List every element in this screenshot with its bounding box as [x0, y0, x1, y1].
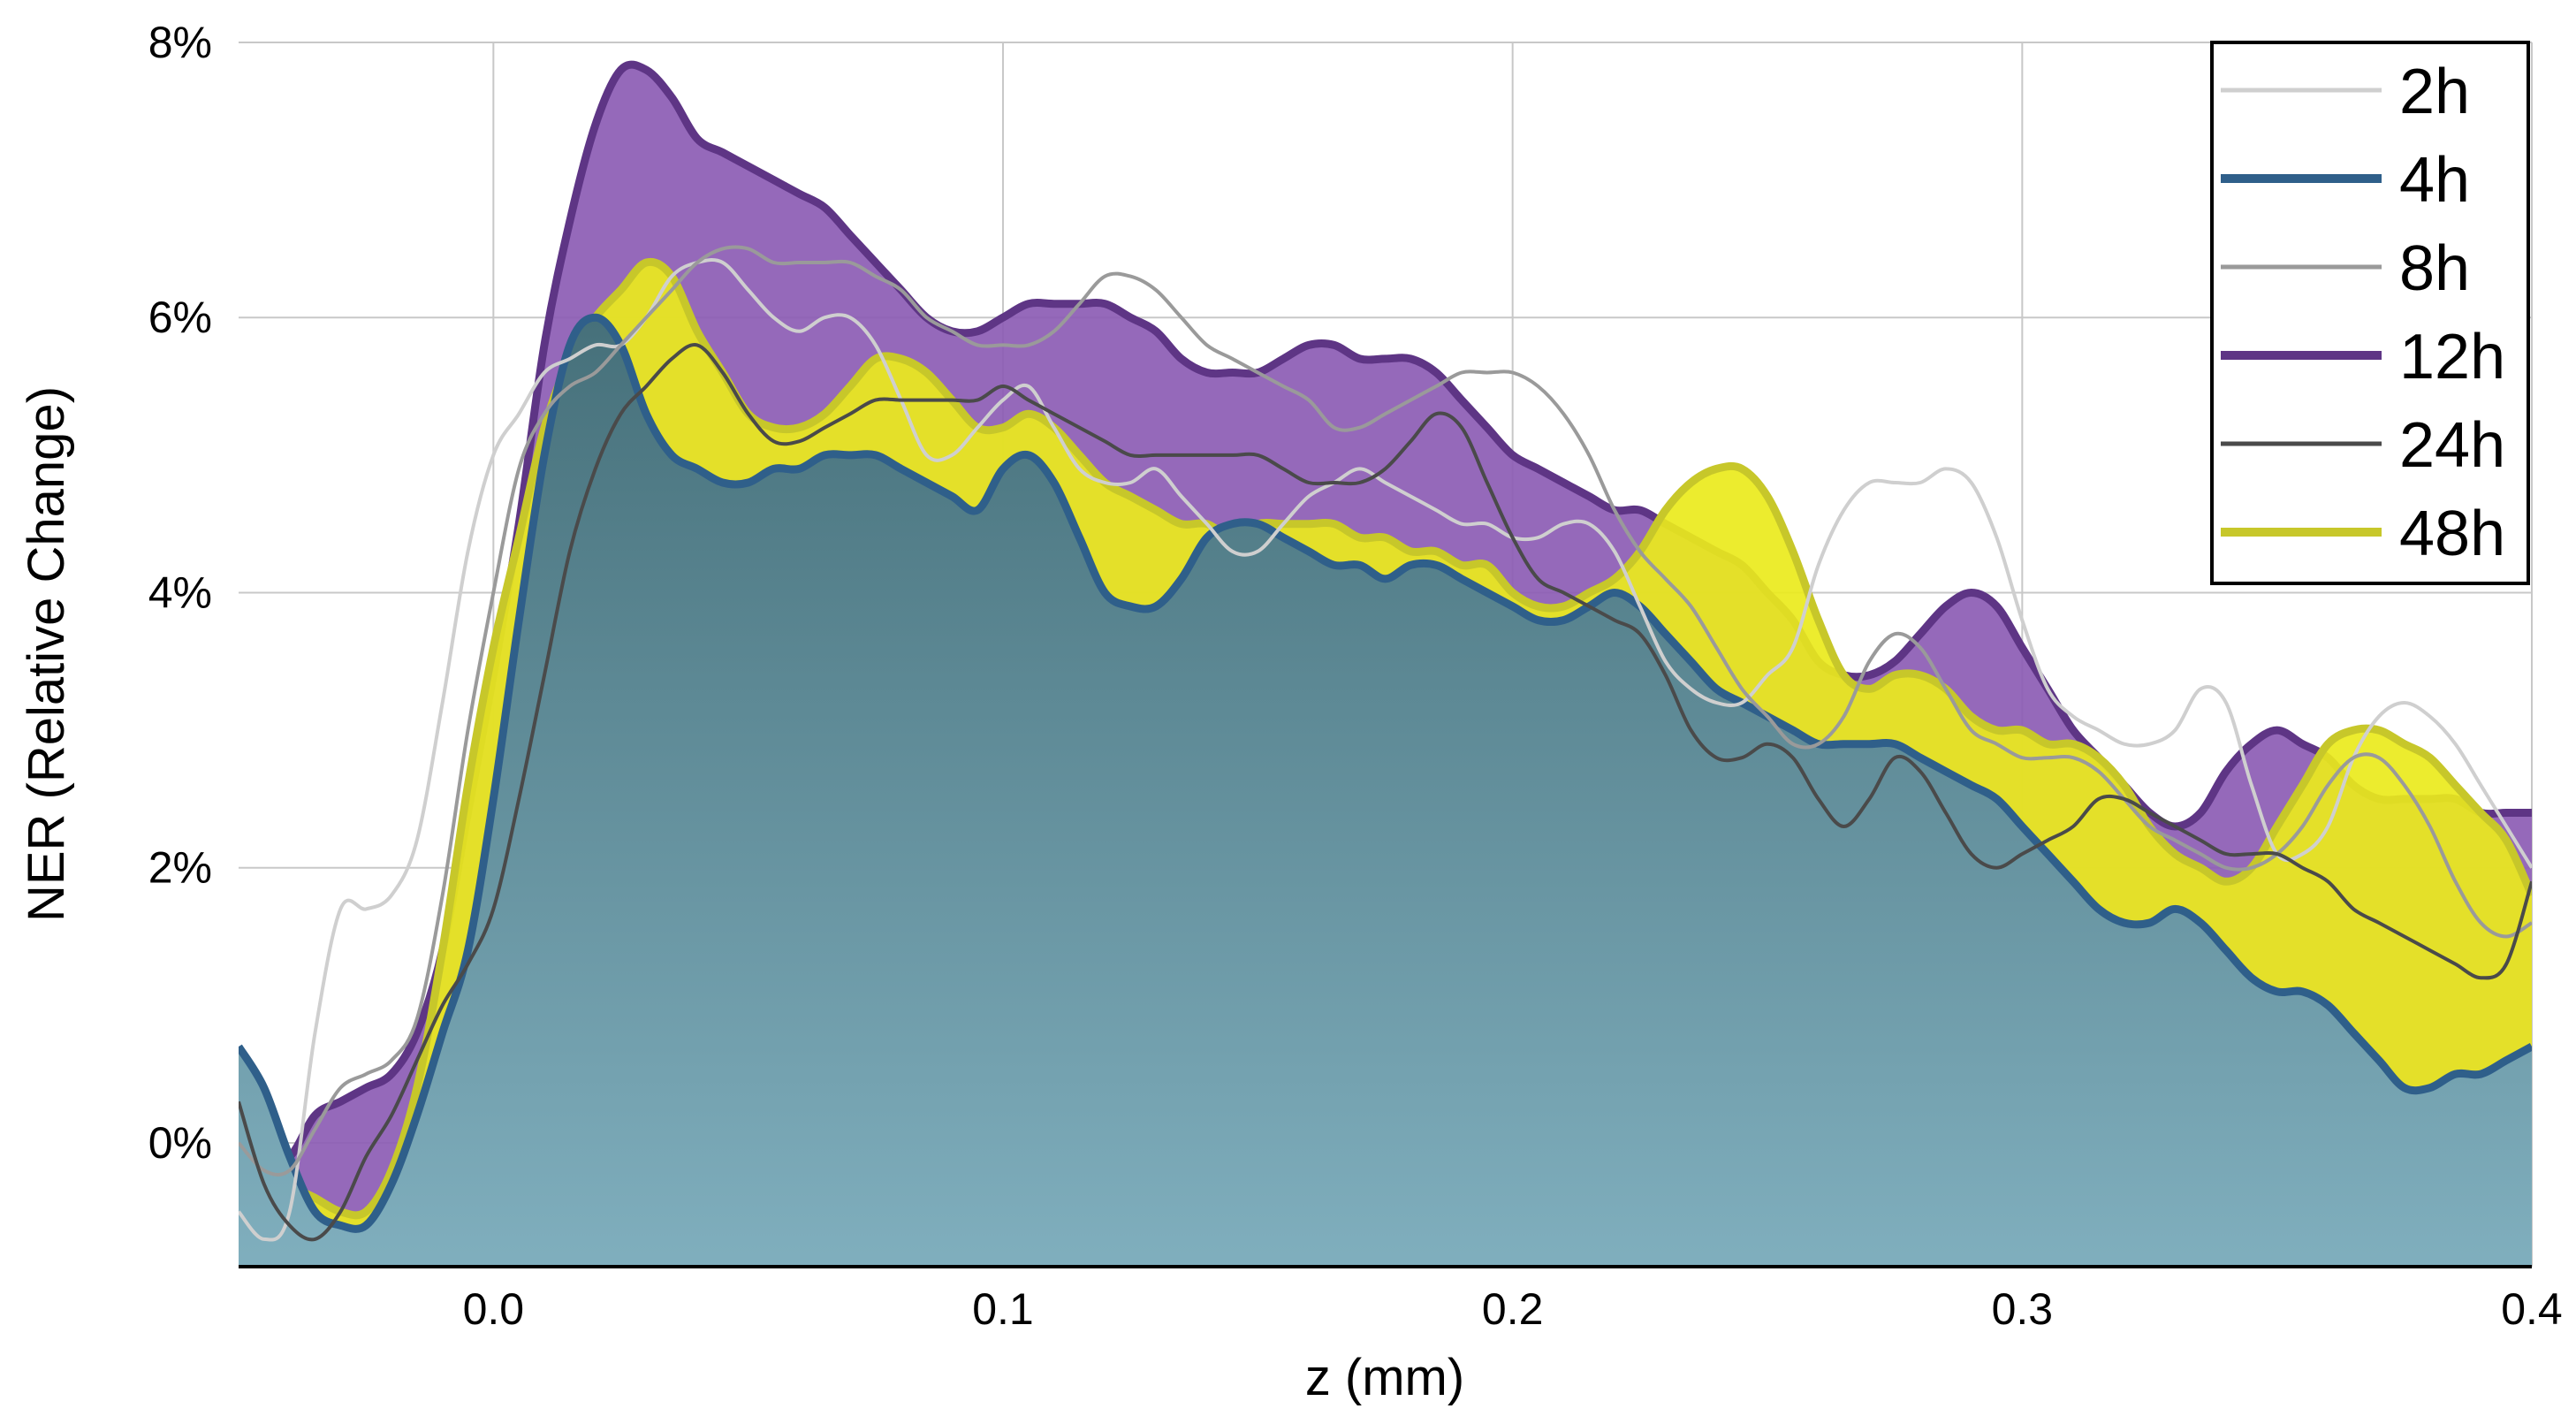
area-outline-4h [239, 313, 2532, 1233]
x-tick-label: 0.0 [463, 1284, 525, 1334]
legend-label-8h: 8h [2399, 233, 2470, 304]
y-axis-title: NER (Relative Change) [18, 386, 75, 922]
legend-label-48h: 48h [2399, 499, 2505, 569]
legend-box [2210, 41, 2530, 585]
y-tick-labels: 0% 2% 4% 6% 8% [148, 18, 212, 1168]
series-line-2h [239, 258, 2532, 1242]
y-tick-label: 8% [148, 18, 212, 67]
y-tick-label: 4% [148, 567, 212, 617]
area-fill-4h [239, 317, 2532, 1267]
y-tick-label: 0% [148, 1118, 212, 1168]
x-tick-label: 0.4 [2501, 1284, 2563, 1334]
series-line-24h [239, 343, 2532, 1242]
series-line-8h [239, 245, 2532, 1177]
area-series [239, 60, 2532, 1267]
line-series [239, 245, 2532, 1242]
y-tick-label: 6% [148, 293, 212, 342]
legend-label-4h: 4h [2399, 145, 2470, 216]
legend: 2h 4h 8h 12h 24h 48h [2210, 41, 2530, 585]
x-axis-title: z (mm) [1305, 1349, 1464, 1406]
x-tick-labels: 0.0 0.1 0.2 0.3 0.4 [463, 1284, 2563, 1334]
legend-label-24h: 24h [2399, 410, 2505, 481]
legend-label-2h: 2h [2399, 57, 2470, 127]
y-tick-label: 2% [148, 843, 212, 893]
x-tick-label: 0.3 [1992, 1284, 2054, 1334]
legend-label-12h: 12h [2399, 322, 2505, 392]
x-tick-label: 0.1 [972, 1284, 1034, 1334]
x-tick-label: 0.2 [1482, 1284, 1544, 1334]
